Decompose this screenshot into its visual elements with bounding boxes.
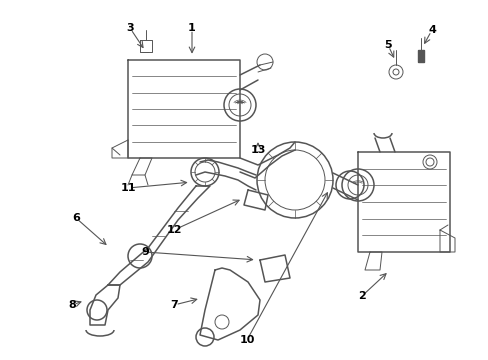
Text: 4: 4 (427, 25, 435, 35)
Text: 9: 9 (141, 247, 149, 257)
Text: 1: 1 (188, 23, 196, 33)
Text: 12: 12 (166, 225, 182, 235)
Text: 2: 2 (357, 291, 365, 301)
Polygon shape (417, 50, 423, 62)
Text: 11: 11 (120, 183, 136, 193)
Text: 10: 10 (239, 335, 254, 345)
Text: 8: 8 (68, 300, 76, 310)
Text: 6: 6 (72, 213, 80, 223)
Text: 7: 7 (170, 300, 178, 310)
Text: 13: 13 (250, 145, 265, 155)
Text: 3: 3 (126, 23, 134, 33)
Text: 5: 5 (384, 40, 391, 50)
